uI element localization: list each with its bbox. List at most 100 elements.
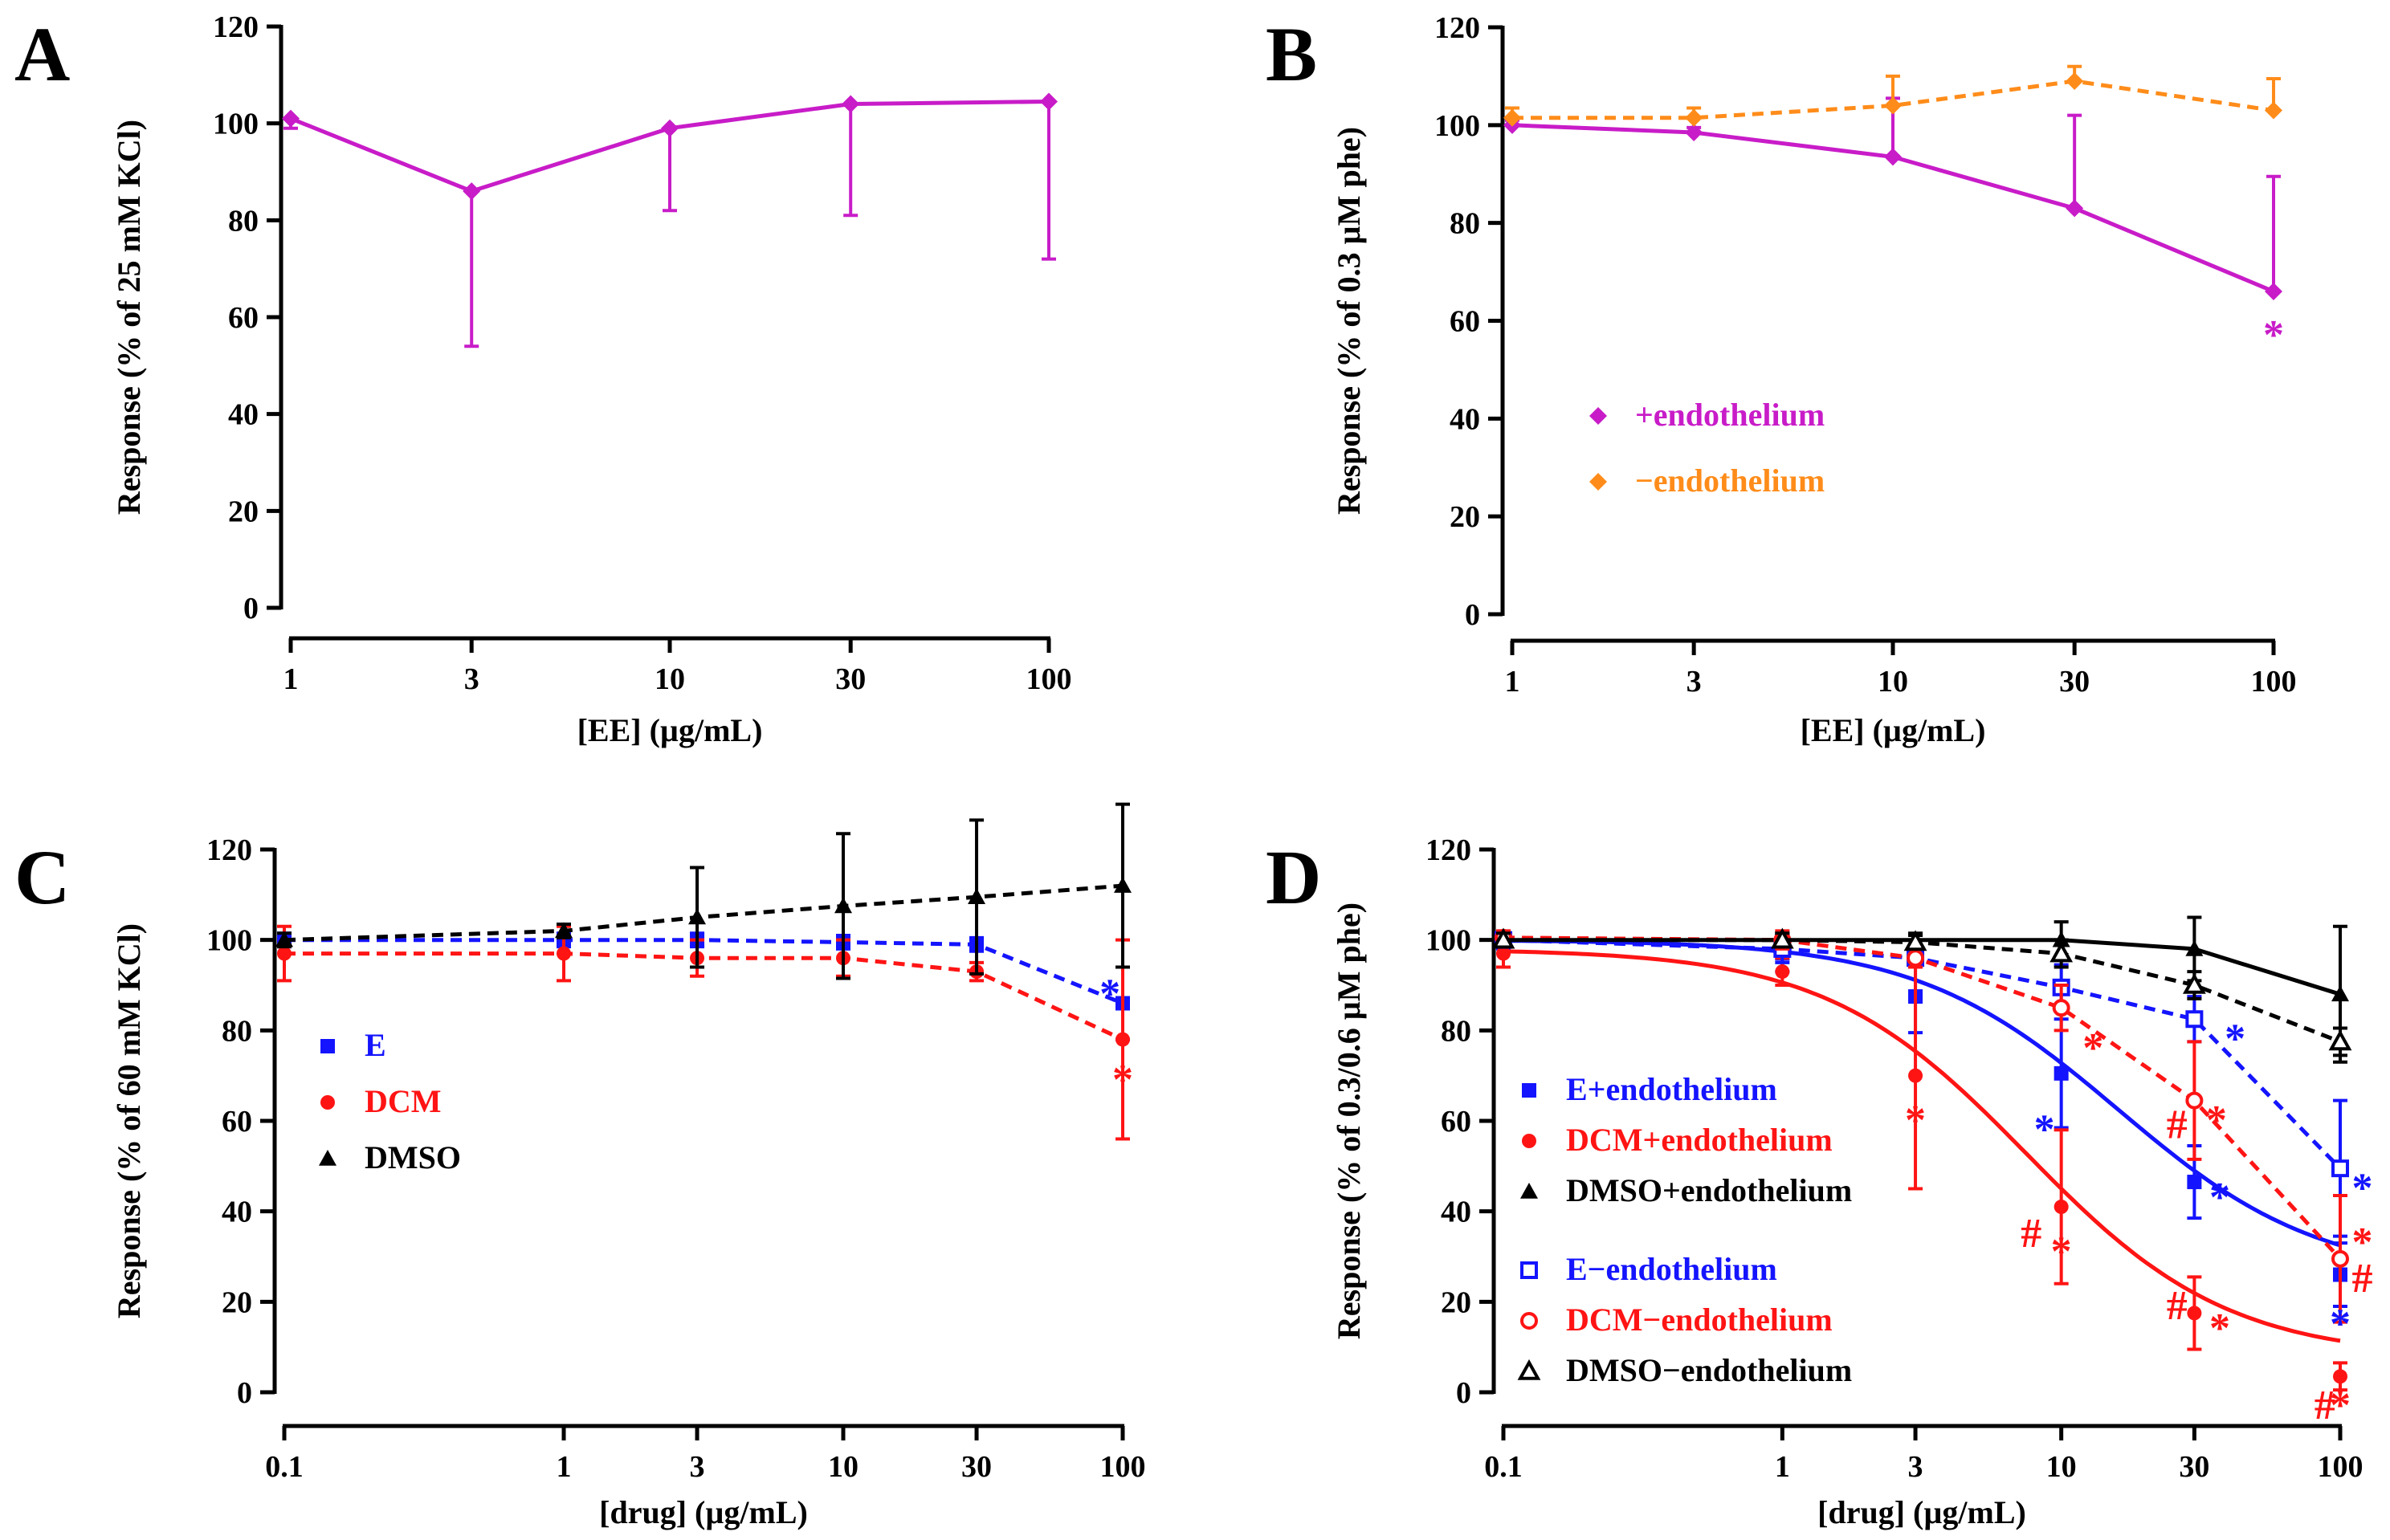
data-point [1114, 877, 1132, 893]
significance-mark: * [2209, 1306, 2230, 1351]
data-point [275, 931, 293, 947]
data-point [661, 119, 679, 137]
data-point [2066, 199, 2084, 218]
y-axis-title: Response (% of 25 mM KCl) [111, 120, 147, 515]
data-point [2265, 101, 2282, 120]
y-tick-label: 40 [222, 1196, 252, 1229]
panel-c: C 0 20 40 60 80 100 120 0.1 1 3 10 30 100 [drug] (µg/m… [14, 802, 1146, 1530]
legend-marker [1520, 1312, 1538, 1330]
x-tick-label: 3 [1686, 665, 1702, 699]
data-point [2331, 1159, 2349, 1178]
x-tick-label: 3 [1908, 1450, 1923, 1484]
significance-mark: # [2315, 1383, 2335, 1428]
legend-label: DCM+endothelium [1566, 1122, 1833, 1158]
significance-mark: * [2209, 1175, 2230, 1220]
x-tick-label: 30 [961, 1450, 992, 1484]
x-tick-label: 0.1 [265, 1450, 304, 1484]
series-line [1503, 938, 2342, 1170]
significance-mark: # [2167, 1102, 2188, 1148]
x-axis-title: [drug] (µg/mL) [599, 1494, 808, 1530]
significance-mark: * [2225, 1016, 2245, 1062]
legend-label: −endothelium [1635, 462, 1825, 499]
data-point [1040, 92, 1058, 111]
legend-marker [1522, 1083, 1536, 1098]
y-tick-label: 80 [222, 1014, 252, 1048]
data-point [2187, 1175, 2202, 1190]
y-tick-label: 120 [206, 833, 252, 867]
y-tick-label: 120 [1425, 833, 1471, 867]
y-tick-label: 60 [228, 301, 259, 335]
significance-mark: * [1905, 1098, 1926, 1143]
series-line [1512, 79, 2274, 120]
data-point [1775, 964, 1790, 980]
x-tick-label: 100 [2251, 665, 2297, 699]
series-line [284, 951, 1124, 1041]
y-tick-label: 40 [228, 398, 259, 432]
data-point [277, 946, 292, 961]
data-point [1884, 96, 1902, 115]
data-point [1685, 123, 1703, 141]
legend-marker [1517, 1359, 1541, 1380]
significance-mark: # [2167, 1283, 2188, 1329]
y-axis-title: Response (% of 0.3 µM phe) [1331, 127, 1367, 515]
series--endothelium [1503, 64, 2282, 127]
data-point [2182, 972, 2206, 994]
legend-marker [1589, 473, 1607, 491]
data-point [2265, 282, 2282, 300]
x-tick-label: 100 [1100, 1450, 1146, 1484]
y-tick-label: 0 [1456, 1376, 1471, 1410]
x-tick-label: 30 [2059, 665, 2090, 699]
y-tick-label: 120 [1434, 11, 1480, 45]
series-line [1503, 938, 2341, 1044]
panel-b: B 0 20 40 60 80 100 120 1 3 10 30 100 [EE] (µg/mL) Res… [1266, 11, 2297, 748]
data-point [555, 922, 573, 939]
y-axis-title: Response (% of 0.3/0.6 µM phe) [1331, 902, 1367, 1339]
data-point [557, 946, 571, 961]
y-tick-label: 20 [222, 1285, 252, 1319]
series-line [283, 883, 1124, 943]
x-tick-label: 10 [2046, 1450, 2077, 1484]
data-point [1503, 108, 1521, 127]
significance-mark: * [2263, 312, 2284, 358]
x-axis-title: [drug] (µg/mL) [1817, 1494, 2026, 1530]
data-point [1884, 148, 1902, 166]
legend-marker [1520, 1183, 1538, 1199]
legend-marker [1522, 1134, 1536, 1148]
legend-label: DMSO+endothelium [1566, 1172, 1852, 1208]
data-point [1685, 108, 1703, 127]
fit-curve [1503, 949, 2341, 1343]
data-point [282, 109, 300, 128]
legend-marker [320, 1095, 335, 1110]
y-axis-title: Response (% of 60 mM KCl) [111, 923, 147, 1318]
x-tick-label: 0.1 [1484, 1450, 1523, 1484]
y-tick-label: 60 [1450, 305, 1480, 339]
data-point [463, 182, 481, 201]
significance-mark: * [2352, 1220, 2373, 1265]
significance-mark: * [2051, 1228, 2072, 1274]
data-point [1908, 1068, 1923, 1083]
series-line [284, 938, 1124, 1005]
significance-mark: # [2352, 1256, 2373, 1302]
data-point [2333, 1369, 2347, 1384]
x-tick-label: 1 [1775, 1450, 1790, 1484]
x-tick-label: 30 [2179, 1450, 2209, 1484]
significance-mark: * [2352, 1166, 2373, 1212]
y-tick-label: 20 [228, 495, 259, 528]
x-tick-label: 1 [1505, 665, 1520, 699]
significance-mark: * [2034, 1106, 2055, 1152]
x-tick-label: 3 [464, 662, 479, 696]
data-point [1491, 927, 1515, 949]
data-point [2187, 1306, 2202, 1321]
legend-label: DCM [365, 1083, 442, 1119]
legend-marker [319, 1150, 336, 1166]
y-tick-label: 0 [237, 1376, 252, 1410]
significance-mark: * [2082, 1025, 2103, 1071]
x-tick-label: 100 [2318, 1450, 2363, 1484]
x-tick-label: 3 [690, 1450, 705, 1484]
data-point [1115, 1032, 1130, 1047]
panel-label: B [1266, 11, 1317, 97]
data-point [1903, 930, 1927, 951]
data-point [2331, 985, 2349, 1002]
y-tick-label: 40 [1450, 402, 1480, 436]
data-point [1496, 946, 1511, 961]
